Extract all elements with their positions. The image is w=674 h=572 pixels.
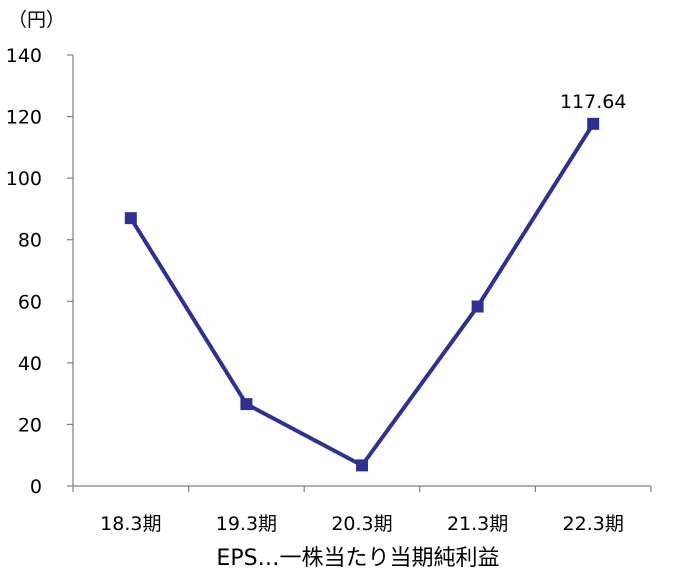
y-tick-label: 40	[18, 353, 42, 375]
y-tick-label: 0	[30, 476, 42, 498]
y-tick-label: 120	[6, 107, 42, 129]
x-tick-labels: 18.3期 19.3期 20.3期 21.3期 22.3期	[100, 513, 624, 535]
data-labels: 117.64	[560, 91, 626, 113]
x-tick-label: 21.3期	[447, 513, 508, 535]
data-point-marker	[240, 398, 253, 411]
data-point-marker	[356, 459, 368, 472]
x-tick-label: 18.3期	[100, 513, 161, 535]
y-tick-label: 140	[6, 45, 42, 67]
data-point-marker	[471, 300, 484, 313]
y-tick-labels: 0 20 40 60 80 100 120 140	[6, 45, 42, 498]
x-tick-label: 19.3期	[216, 513, 277, 535]
data-point-marker	[124, 212, 137, 225]
y-tick-label: 100	[6, 168, 42, 190]
y-tick-label: 20	[18, 414, 42, 436]
y-tick-label: 80	[18, 230, 42, 252]
series-group	[124, 117, 600, 472]
x-tick-label: 20.3期	[331, 513, 392, 535]
axes	[67, 54, 652, 492]
y-tick-label: 60	[18, 291, 42, 313]
x-tick-label: 22.3期	[563, 513, 624, 535]
data-point-marker	[587, 117, 600, 130]
series-line	[129, 122, 595, 468]
chart-caption: EPS…一株当たり当期純利益	[216, 546, 499, 571]
data-label: 117.64	[560, 91, 626, 113]
unit-label: （円）	[8, 9, 65, 31]
